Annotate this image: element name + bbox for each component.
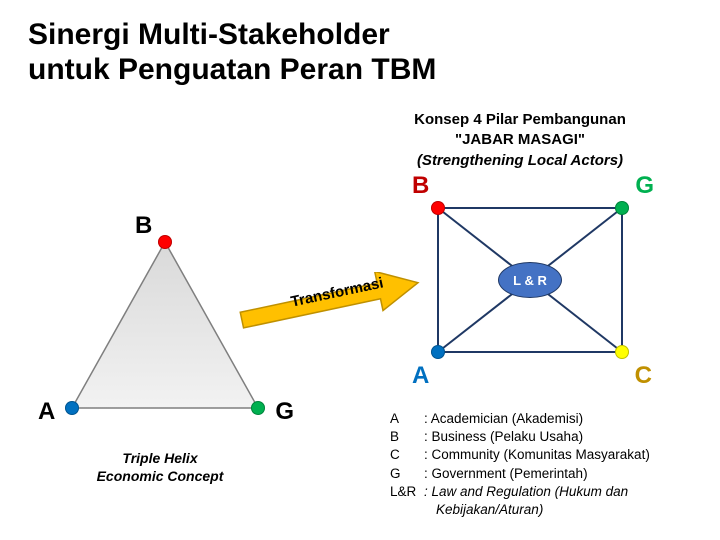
square-node-a bbox=[431, 345, 445, 359]
square-diagram: L & R B G A C bbox=[430, 200, 630, 360]
square-center-oval: L & R bbox=[498, 262, 562, 298]
legend-val-g: : Government (Pemerintah) bbox=[424, 465, 588, 483]
subtitle-block: Konsep 4 Pilar Pembangunan "JABAR MASAGI… bbox=[370, 110, 670, 171]
legend-key-c: C bbox=[390, 446, 424, 464]
subtitle-line-1: Konsep 4 Pilar Pembangunan bbox=[414, 111, 626, 128]
legend-row-g: G : Government (Pemerintah) bbox=[390, 465, 650, 483]
legend-val-a: : Academician (Akademisi) bbox=[424, 410, 583, 428]
subtitle-line-2: "JABAR MASAGI" bbox=[455, 131, 585, 148]
legend-val-lr-2: Kebijakan/Aturan) bbox=[390, 501, 650, 519]
triangle-node-a bbox=[65, 401, 79, 415]
triangle-label-g: G bbox=[275, 398, 294, 426]
title-line-1: Sinergi Multi-Stakeholder bbox=[28, 18, 390, 51]
triangle-node-g bbox=[251, 401, 265, 415]
title-line-2: untuk Penguatan Peran TBM bbox=[28, 53, 436, 86]
triangle-node-b bbox=[158, 235, 172, 249]
transform-arrow: Transformasi bbox=[230, 272, 425, 332]
legend-key-a: A bbox=[390, 410, 424, 428]
square-node-c bbox=[615, 345, 629, 359]
square-node-b bbox=[431, 201, 445, 215]
legend-val-c: : Community (Komunitas Masyarakat) bbox=[424, 446, 650, 464]
triangle-label-b: B bbox=[135, 212, 152, 240]
legend-val-b: : Business (Pelaku Usaha) bbox=[424, 428, 583, 446]
triangle-label-a: A bbox=[38, 398, 55, 426]
page-title: Sinergi Multi-Stakeholder untuk Penguata… bbox=[28, 18, 436, 87]
square-label-g: G bbox=[635, 172, 654, 200]
triangle-caption-1: Triple Helix bbox=[122, 450, 197, 466]
legend-row-b: B : Business (Pelaku Usaha) bbox=[390, 428, 650, 446]
square-label-b: B bbox=[412, 172, 429, 200]
square-center-label: L & R bbox=[513, 273, 547, 288]
legend-row-a: A : Academician (Akademisi) bbox=[390, 410, 650, 428]
legend-key-b: B bbox=[390, 428, 424, 446]
legend-key-lr: L&R bbox=[390, 483, 424, 501]
square-label-c: C bbox=[635, 362, 652, 390]
subtitle-line-3: (Strengthening Local Actors) bbox=[417, 152, 623, 169]
legend-row-lr: L&R : Law and Regulation (Hukum dan bbox=[390, 483, 650, 501]
triangle-caption-2: Economic Concept bbox=[97, 468, 224, 484]
legend-row-c: C : Community (Komunitas Masyarakat) bbox=[390, 446, 650, 464]
square-node-g bbox=[615, 201, 629, 215]
triangle-caption: Triple Helix Economic Concept bbox=[80, 450, 240, 485]
legend-val-lr-1: : Law and Regulation (Hukum dan bbox=[424, 483, 628, 501]
square-label-a: A bbox=[412, 362, 429, 390]
legend: A : Academician (Akademisi) B : Business… bbox=[390, 410, 650, 519]
legend-key-g: G bbox=[390, 465, 424, 483]
